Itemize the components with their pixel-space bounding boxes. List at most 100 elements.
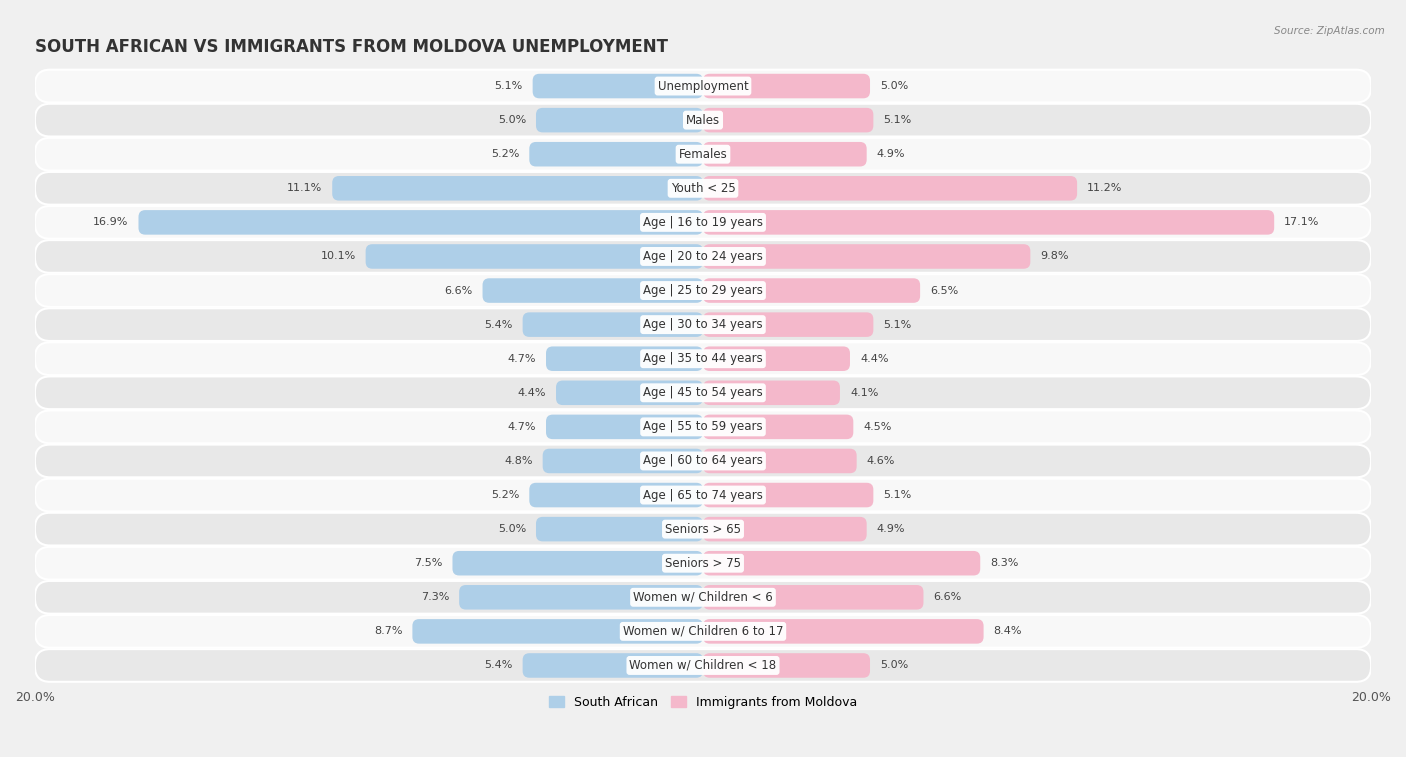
Text: Age | 65 to 74 years: Age | 65 to 74 years	[643, 488, 763, 502]
FancyBboxPatch shape	[35, 444, 1371, 478]
FancyBboxPatch shape	[35, 581, 1371, 614]
FancyBboxPatch shape	[35, 104, 1371, 136]
FancyBboxPatch shape	[35, 615, 1371, 648]
FancyBboxPatch shape	[703, 619, 984, 643]
Text: 5.1%: 5.1%	[495, 81, 523, 91]
Text: Age | 60 to 64 years: Age | 60 to 64 years	[643, 454, 763, 468]
Text: 11.1%: 11.1%	[287, 183, 322, 193]
FancyBboxPatch shape	[35, 410, 1371, 444]
FancyBboxPatch shape	[546, 347, 703, 371]
Text: 6.5%: 6.5%	[931, 285, 959, 295]
Text: Youth < 25: Youth < 25	[671, 182, 735, 195]
FancyBboxPatch shape	[35, 70, 1371, 102]
FancyBboxPatch shape	[35, 172, 1371, 204]
Text: 5.2%: 5.2%	[491, 490, 519, 500]
Text: SOUTH AFRICAN VS IMMIGRANTS FROM MOLDOVA UNEMPLOYMENT: SOUTH AFRICAN VS IMMIGRANTS FROM MOLDOVA…	[35, 38, 668, 56]
Text: Males: Males	[686, 114, 720, 126]
FancyBboxPatch shape	[35, 376, 1371, 409]
Text: 6.6%: 6.6%	[934, 592, 962, 603]
Text: 8.4%: 8.4%	[994, 626, 1022, 637]
FancyBboxPatch shape	[703, 381, 839, 405]
FancyBboxPatch shape	[543, 449, 703, 473]
Text: Unemployment: Unemployment	[658, 79, 748, 92]
FancyBboxPatch shape	[703, 347, 851, 371]
FancyBboxPatch shape	[366, 245, 703, 269]
Text: 4.1%: 4.1%	[851, 388, 879, 397]
FancyBboxPatch shape	[482, 279, 703, 303]
FancyBboxPatch shape	[703, 449, 856, 473]
Text: 5.1%: 5.1%	[883, 115, 911, 125]
Text: Age | 16 to 19 years: Age | 16 to 19 years	[643, 216, 763, 229]
Text: 16.9%: 16.9%	[93, 217, 128, 227]
Text: 5.0%: 5.0%	[880, 81, 908, 91]
Text: 6.6%: 6.6%	[444, 285, 472, 295]
FancyBboxPatch shape	[529, 142, 703, 167]
Text: 8.3%: 8.3%	[990, 558, 1018, 569]
FancyBboxPatch shape	[412, 619, 703, 643]
FancyBboxPatch shape	[703, 279, 920, 303]
Text: 5.4%: 5.4%	[484, 660, 513, 671]
FancyBboxPatch shape	[523, 313, 703, 337]
FancyBboxPatch shape	[35, 206, 1371, 238]
Text: 5.0%: 5.0%	[498, 115, 526, 125]
FancyBboxPatch shape	[555, 381, 703, 405]
Text: Age | 55 to 59 years: Age | 55 to 59 years	[643, 420, 763, 433]
FancyBboxPatch shape	[703, 142, 866, 167]
FancyBboxPatch shape	[138, 210, 703, 235]
FancyBboxPatch shape	[460, 585, 703, 609]
Text: 7.3%: 7.3%	[420, 592, 449, 603]
Text: 17.1%: 17.1%	[1284, 217, 1320, 227]
Text: Females: Females	[679, 148, 727, 160]
FancyBboxPatch shape	[703, 210, 1274, 235]
FancyBboxPatch shape	[35, 308, 1371, 341]
FancyBboxPatch shape	[546, 415, 703, 439]
FancyBboxPatch shape	[703, 585, 924, 609]
Text: Age | 20 to 24 years: Age | 20 to 24 years	[643, 250, 763, 263]
FancyBboxPatch shape	[536, 517, 703, 541]
FancyBboxPatch shape	[35, 342, 1371, 375]
FancyBboxPatch shape	[35, 547, 1371, 580]
Text: 4.8%: 4.8%	[505, 456, 533, 466]
FancyBboxPatch shape	[703, 245, 1031, 269]
Text: 10.1%: 10.1%	[321, 251, 356, 261]
Text: 4.4%: 4.4%	[860, 354, 889, 363]
Text: 7.5%: 7.5%	[415, 558, 443, 569]
FancyBboxPatch shape	[703, 653, 870, 678]
FancyBboxPatch shape	[533, 73, 703, 98]
Text: 5.0%: 5.0%	[498, 524, 526, 534]
Text: 5.1%: 5.1%	[883, 490, 911, 500]
Text: Seniors > 65: Seniors > 65	[665, 522, 741, 536]
FancyBboxPatch shape	[332, 176, 703, 201]
Text: Women w/ Children 6 to 17: Women w/ Children 6 to 17	[623, 625, 783, 638]
Text: Age | 30 to 34 years: Age | 30 to 34 years	[643, 318, 763, 331]
Text: 5.2%: 5.2%	[491, 149, 519, 159]
FancyBboxPatch shape	[523, 653, 703, 678]
FancyBboxPatch shape	[536, 107, 703, 132]
Text: Age | 25 to 29 years: Age | 25 to 29 years	[643, 284, 763, 297]
Text: 11.2%: 11.2%	[1087, 183, 1122, 193]
Text: Women w/ Children < 18: Women w/ Children < 18	[630, 659, 776, 672]
Text: 4.4%: 4.4%	[517, 388, 546, 397]
FancyBboxPatch shape	[529, 483, 703, 507]
FancyBboxPatch shape	[35, 512, 1371, 546]
FancyBboxPatch shape	[703, 483, 873, 507]
Text: Source: ZipAtlas.com: Source: ZipAtlas.com	[1274, 26, 1385, 36]
Text: Age | 35 to 44 years: Age | 35 to 44 years	[643, 352, 763, 365]
Text: 8.7%: 8.7%	[374, 626, 402, 637]
Text: 4.9%: 4.9%	[877, 149, 905, 159]
Text: Age | 45 to 54 years: Age | 45 to 54 years	[643, 386, 763, 399]
Text: 4.9%: 4.9%	[877, 524, 905, 534]
FancyBboxPatch shape	[703, 73, 870, 98]
FancyBboxPatch shape	[703, 313, 873, 337]
Text: 4.7%: 4.7%	[508, 354, 536, 363]
FancyBboxPatch shape	[703, 517, 866, 541]
FancyBboxPatch shape	[703, 107, 873, 132]
Text: Women w/ Children < 6: Women w/ Children < 6	[633, 590, 773, 604]
Text: 5.1%: 5.1%	[883, 319, 911, 329]
Text: 4.6%: 4.6%	[866, 456, 896, 466]
FancyBboxPatch shape	[35, 240, 1371, 273]
Text: 4.7%: 4.7%	[508, 422, 536, 432]
FancyBboxPatch shape	[703, 176, 1077, 201]
FancyBboxPatch shape	[703, 415, 853, 439]
Text: Seniors > 75: Seniors > 75	[665, 556, 741, 570]
